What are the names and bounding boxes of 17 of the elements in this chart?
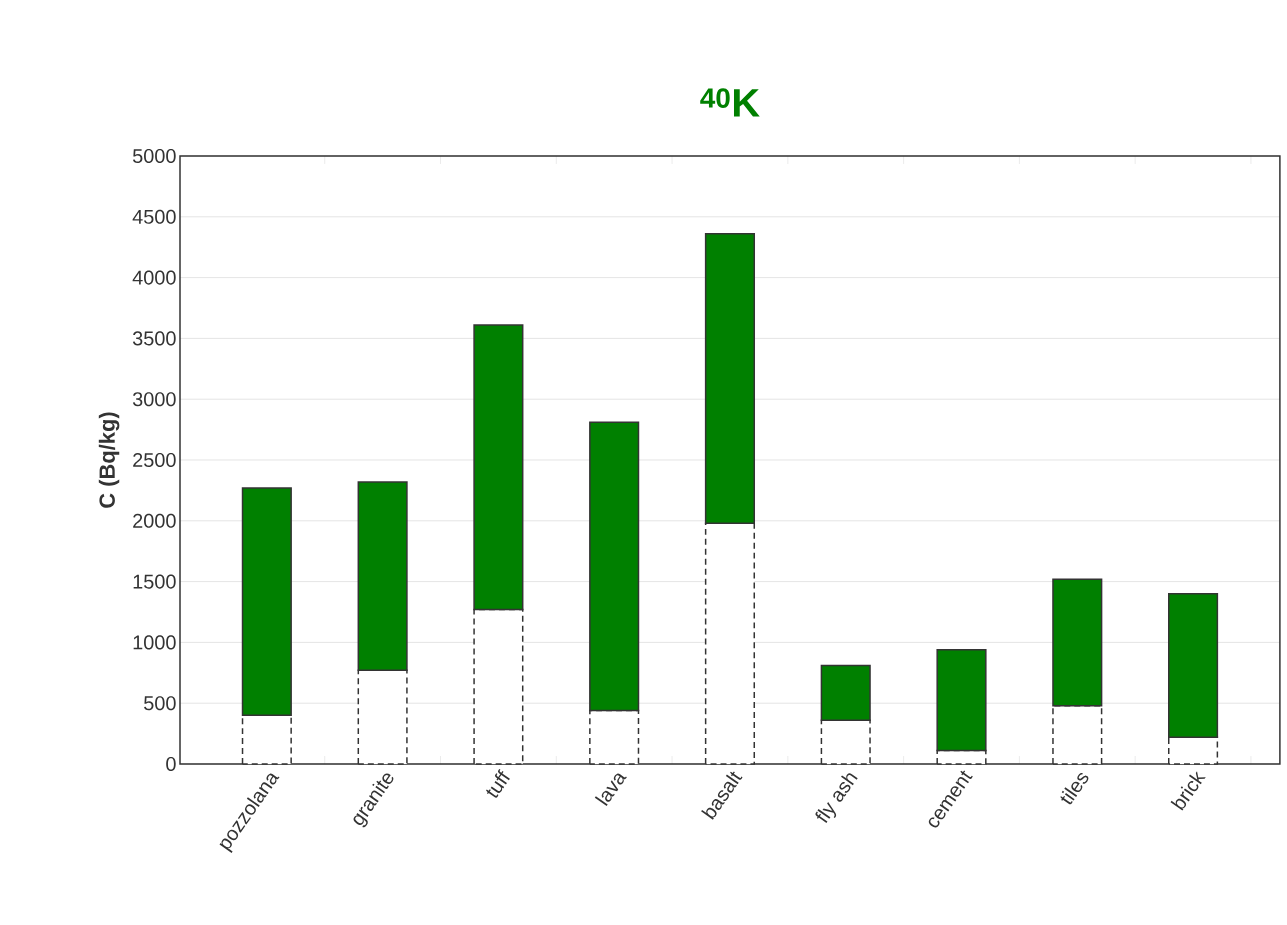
y-axis-title: C (Bq/kg)	[98, 412, 120, 508]
y-tick-label: 4000	[132, 270, 176, 285]
y-tick-label: 1000	[133, 635, 176, 650]
y-tick-label: 500	[144, 696, 176, 711]
x-tick-label: fly ash	[815, 773, 858, 823]
y-tick-label: 5000	[132, 148, 176, 164]
y-tick-label: 1500	[133, 574, 176, 589]
y-tick-label: 4500	[132, 209, 176, 224]
x-tick-label: tuff	[486, 768, 510, 798]
y-tick-label: 0	[166, 756, 176, 772]
x-tick-label: tiles	[1060, 772, 1089, 805]
y-tick-label: 3500	[132, 331, 176, 346]
y-tick-label: 2000	[133, 513, 176, 528]
chart-title: $^{40}$K	[700, 88, 760, 117]
x-tick-label: lava	[594, 773, 627, 807]
y-tick-label: 3000	[132, 392, 176, 407]
y-tick-label: 2500	[133, 452, 176, 468]
